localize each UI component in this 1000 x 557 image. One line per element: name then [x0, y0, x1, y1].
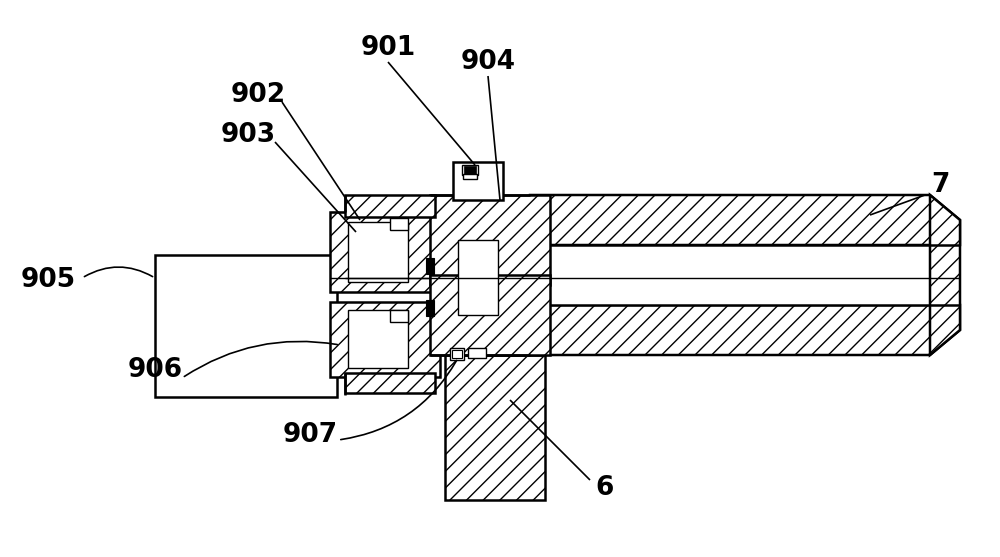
Bar — [392, 312, 406, 320]
Bar — [445, 355, 545, 500]
Bar — [453, 162, 503, 200]
Bar — [462, 244, 494, 311]
Bar — [530, 245, 960, 305]
FancyArrowPatch shape — [341, 360, 457, 439]
FancyArrowPatch shape — [184, 341, 337, 377]
Polygon shape — [530, 305, 960, 355]
Polygon shape — [530, 195, 960, 245]
Text: 906: 906 — [127, 357, 183, 383]
Bar — [452, 350, 462, 358]
Bar — [468, 348, 486, 358]
Bar — [426, 258, 434, 274]
Bar — [330, 212, 440, 292]
Text: 6: 6 — [596, 475, 614, 501]
Text: 903: 903 — [220, 122, 276, 148]
Polygon shape — [930, 195, 960, 355]
Bar — [345, 195, 435, 217]
Bar — [462, 165, 478, 175]
Bar — [348, 310, 408, 368]
Bar — [348, 222, 408, 282]
Bar — [390, 310, 408, 322]
Bar — [392, 220, 406, 228]
Bar — [330, 302, 440, 377]
Bar — [354, 228, 394, 276]
Bar — [345, 373, 435, 393]
Text: 7: 7 — [931, 172, 949, 198]
Bar — [426, 300, 434, 316]
FancyArrowPatch shape — [84, 267, 153, 277]
Bar — [354, 316, 394, 362]
Bar — [155, 255, 337, 397]
Bar — [463, 174, 477, 179]
Bar — [430, 275, 550, 355]
Bar — [450, 348, 464, 360]
Bar — [455, 164, 501, 198]
Text: 905: 905 — [20, 267, 76, 293]
Bar — [464, 166, 476, 174]
Bar — [390, 218, 408, 230]
Text: 907: 907 — [282, 422, 338, 448]
Text: 902: 902 — [230, 82, 286, 108]
Text: 901: 901 — [360, 35, 416, 61]
Text: 904: 904 — [460, 49, 516, 75]
Bar — [430, 195, 550, 285]
Bar — [458, 240, 498, 315]
